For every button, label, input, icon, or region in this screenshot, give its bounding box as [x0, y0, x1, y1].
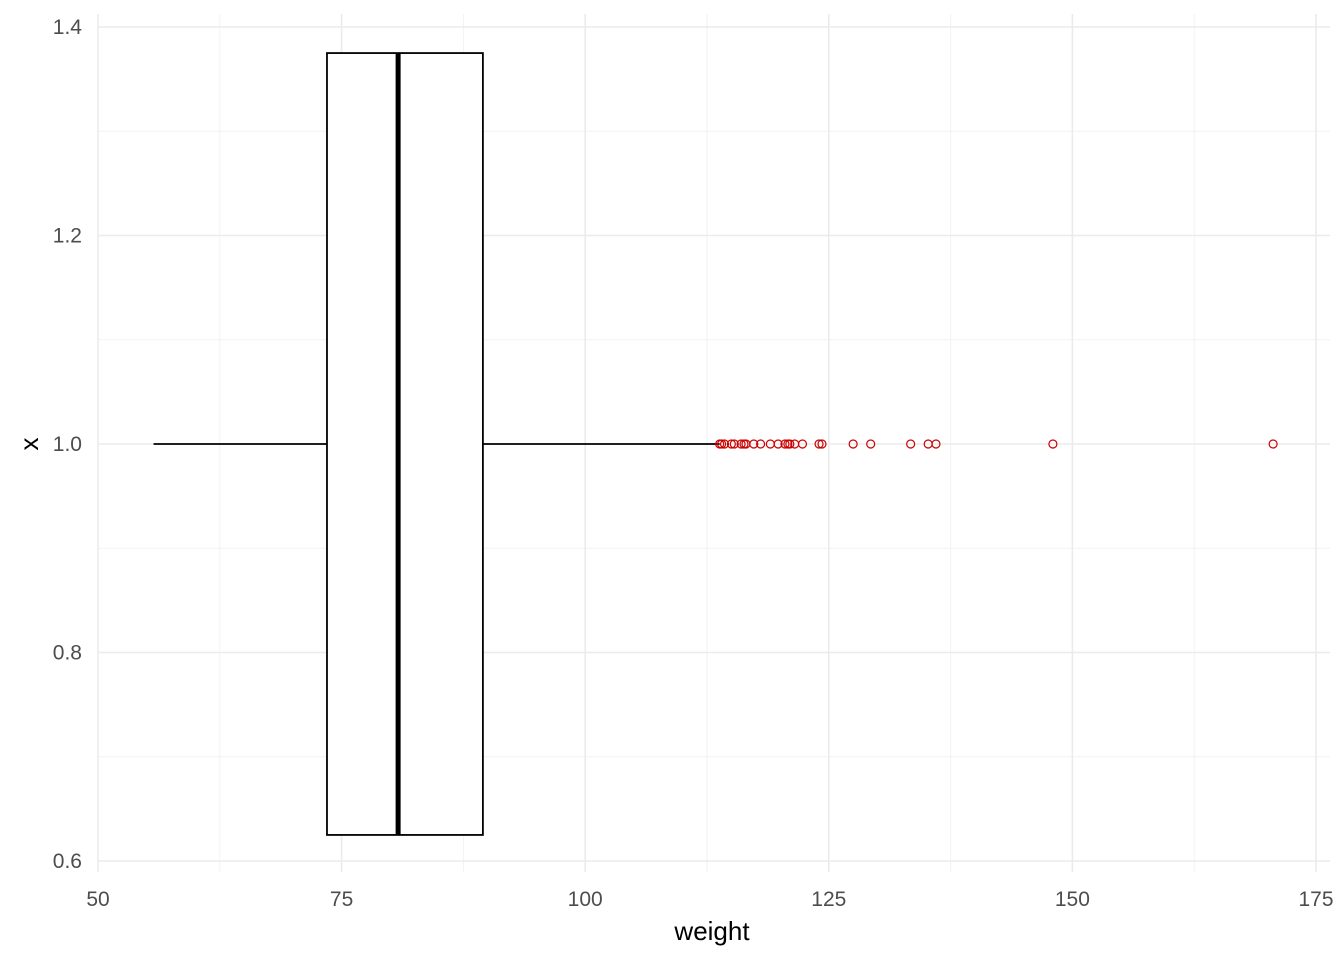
y-tick-label: 0.8	[53, 642, 82, 665]
major-grid	[97, 14, 1330, 872]
outlier-point	[729, 439, 739, 449]
y-axis-ticks: 0.6 0.8 1.0 1.2 1.4	[53, 16, 83, 873]
outlier-point	[1268, 439, 1278, 449]
x-tick-label: 175	[1298, 888, 1333, 911]
y-tick-label: 0.6	[53, 850, 82, 873]
outlier-point	[726, 439, 736, 449]
outlier-point	[866, 439, 876, 449]
outlier-point	[749, 439, 759, 449]
outlier-point	[773, 439, 783, 449]
y-axis-title: x	[14, 438, 44, 451]
outlier-point	[906, 439, 916, 449]
x-tick-label: 50	[86, 888, 109, 911]
outlier-point	[817, 439, 827, 449]
outlier-point	[931, 439, 941, 449]
outlier-point	[814, 439, 824, 449]
outlier-point	[717, 439, 727, 449]
x-tick-label: 100	[568, 888, 603, 911]
outlier-point	[780, 439, 790, 449]
x-axis-title: weight	[673, 916, 750, 946]
x-axis-ticks: 50 75 100 125 150 175	[86, 888, 1333, 911]
y-tick-label: 1.4	[53, 16, 83, 39]
outlier-point	[755, 439, 766, 449]
x-tick-label: 125	[811, 888, 846, 911]
plot-area	[153, 52, 1278, 836]
minor-grid	[98, 14, 1330, 872]
outlier-point	[1048, 439, 1058, 449]
outlier-point	[719, 439, 730, 449]
x-tick-label: 150	[1055, 888, 1090, 911]
x-tick-label: 75	[330, 888, 353, 911]
outlier-point	[848, 439, 858, 449]
y-tick-label: 1.0	[53, 433, 82, 456]
outlier-point	[785, 439, 795, 449]
interquartile-box	[326, 52, 484, 836]
y-tick-label: 1.2	[53, 225, 82, 248]
outlier-point	[736, 439, 746, 449]
outlier-point	[797, 439, 808, 449]
